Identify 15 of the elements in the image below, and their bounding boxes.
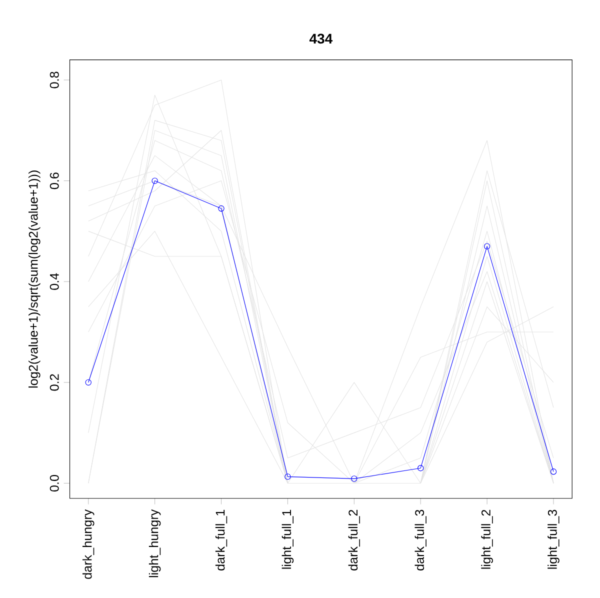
x-tick-label: light_full_1 [282,510,294,569]
x-tick-label: dark_hungry [82,509,94,579]
x-tick-label: light_full_2 [481,510,493,569]
y-tick-label: 0.4 [50,273,59,290]
chart-title: 434 [309,34,333,44]
y-axis-title: log2(value+1)/sqrt(sum(log2(value+1))) [28,170,40,388]
x-tick-label: dark_full_1 [215,510,228,570]
y-tick-label: 0.6 [50,172,59,190]
y-tick-label: 0.0 [50,474,59,492]
x-tick-label: light_full_3 [548,510,560,569]
y-tick-label: 0.2 [50,374,59,391]
x-tick-label: light_hungry [148,509,161,578]
x-tick-label: dark_full_2 [348,510,360,570]
x-tick-label: dark_full_3 [414,510,426,570]
y-tick-label: 0.8 [50,72,59,88]
